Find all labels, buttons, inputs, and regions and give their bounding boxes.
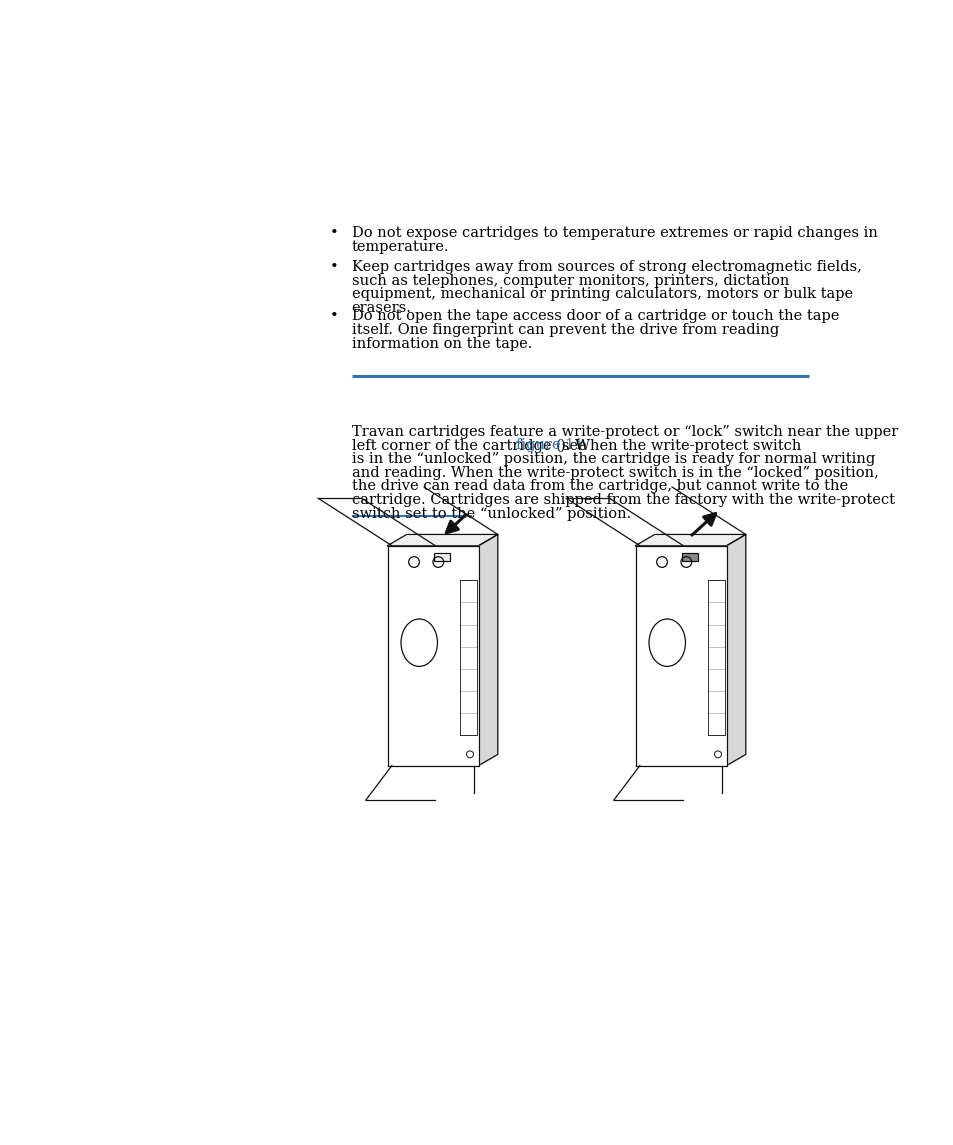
Text: Travan cartridges feature a write-protect or “lock” switch near the upper: Travan cartridges feature a write-protec… <box>352 425 897 439</box>
Polygon shape <box>726 535 745 766</box>
Text: Do not open the tape access door of a cartridge or touch the tape: Do not open the tape access door of a ca… <box>352 309 839 323</box>
Text: cartridge. Cartridges are shipped from the factory with the write-protect: cartridge. Cartridges are shipped from t… <box>352 493 894 507</box>
Text: left corner of the cartridge (see: left corner of the cartridge (see <box>352 439 590 452</box>
Polygon shape <box>635 546 726 766</box>
Text: •: • <box>330 226 338 240</box>
Polygon shape <box>478 535 497 766</box>
Text: equipment, mechanical or printing calculators, motors or bulk tape: equipment, mechanical or printing calcul… <box>352 287 852 301</box>
Text: ). When the write-protect switch: ). When the write-protect switch <box>559 439 801 452</box>
Polygon shape <box>387 535 497 546</box>
Text: is in the “unlocked” position, the cartridge is ready for normal writing: is in the “unlocked” position, the cartr… <box>352 452 874 466</box>
Text: Do not expose cartridges to temperature extremes or rapid changes in: Do not expose cartridges to temperature … <box>352 226 877 240</box>
Text: figure 11: figure 11 <box>516 439 583 452</box>
Text: Keep cartridges away from sources of strong electromagnetic fields,: Keep cartridges away from sources of str… <box>352 260 861 274</box>
Text: itself. One fingerprint can prevent the drive from reading: itself. One fingerprint can prevent the … <box>352 323 779 337</box>
Text: erasers.: erasers. <box>352 301 411 315</box>
Text: and reading. When the write-protect switch is in the “locked” position,: and reading. When the write-protect swit… <box>352 466 878 480</box>
Text: information on the tape.: information on the tape. <box>352 337 532 350</box>
Text: such as telephones, computer monitors, printers, dictation: such as telephones, computer monitors, p… <box>352 274 788 287</box>
Text: •: • <box>330 309 338 323</box>
Polygon shape <box>635 535 745 546</box>
Polygon shape <box>387 546 478 766</box>
Bar <box>434 553 449 561</box>
Text: the drive can read data from the cartridge, but cannot write to the: the drive can read data from the cartrid… <box>352 480 847 493</box>
Text: switch set to the “unlocked” position.: switch set to the “unlocked” position. <box>352 507 630 521</box>
Text: •: • <box>330 260 338 274</box>
Bar <box>681 553 697 561</box>
Text: temperature.: temperature. <box>352 239 449 254</box>
